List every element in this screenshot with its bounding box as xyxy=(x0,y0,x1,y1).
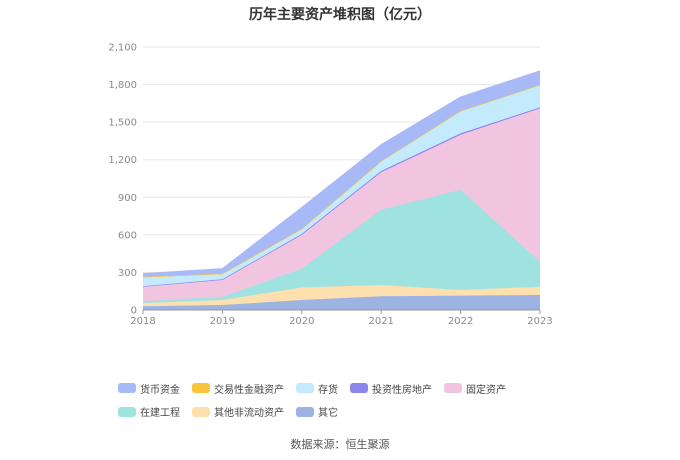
area-series-7 xyxy=(143,71,540,277)
x-tick-label: 2020 xyxy=(289,316,314,327)
legend-swatch xyxy=(192,383,210,393)
legend-label: 其它 xyxy=(318,408,338,419)
legend-swatch xyxy=(444,383,462,393)
chart-title: 历年主要资产堆积图（亿元） xyxy=(249,7,431,23)
y-tick-label: 1,800 xyxy=(108,80,137,91)
legend-item[interactable]: 其它 xyxy=(296,404,338,419)
chart-plot: 0 300 600 900 1,200 1,500 1,800 2,100 2018 2019 20… xyxy=(108,43,552,328)
legend-item[interactable]: 存货 xyxy=(296,381,338,396)
x-tick-label: 2023 xyxy=(527,316,552,327)
legend-item[interactable]: 固定资产 xyxy=(444,381,506,396)
legend-item[interactable]: 交易性金融资产 xyxy=(192,381,284,396)
legend-label: 交易性金融资产 xyxy=(214,384,284,396)
legend-swatch xyxy=(350,383,368,393)
area-series-1 xyxy=(143,285,540,307)
source-note: 数据来源：恒生聚源 xyxy=(290,438,390,451)
legend-swatch xyxy=(296,406,314,417)
legend-label: 货币资金 xyxy=(140,384,180,396)
x-tick-label: 2019 xyxy=(210,316,235,327)
x-tick-label: 2021 xyxy=(368,316,393,327)
legend-item[interactable]: 其他非流动资产 xyxy=(192,404,284,419)
y-tick-label: 2,100 xyxy=(108,43,137,54)
legend-item[interactable]: 货币资金 xyxy=(118,381,180,396)
legend-swatch xyxy=(192,406,210,417)
legend-swatch xyxy=(296,383,314,393)
chart-legend: 货币资金 交易性金融资产 存货 投资性房地产 固定资产在建工程 其他非流动资产 其它 xyxy=(118,378,588,425)
x-tick-label: 2018 xyxy=(130,316,155,327)
area-series-5 xyxy=(143,84,540,287)
y-tick-label: 1,200 xyxy=(108,155,137,166)
y-tick-label: 300 xyxy=(118,268,137,279)
legend-label: 在建工程 xyxy=(140,408,180,419)
area-series-2 xyxy=(143,189,540,304)
area-series-3 xyxy=(143,108,540,302)
legend-item[interactable]: 在建工程 xyxy=(118,404,180,419)
legend-label: 其他非流动资产 xyxy=(214,408,284,419)
legend-swatch xyxy=(118,383,136,393)
legend-label: 投资性房地产 xyxy=(372,384,432,396)
y-tick-label: 900 xyxy=(118,193,137,204)
y-tick-label: 0 xyxy=(131,306,137,317)
y-tick-label: 600 xyxy=(118,230,137,241)
legend-label: 固定资产 xyxy=(466,384,506,396)
series-top-line-7 xyxy=(142,70,541,275)
legend-label: 存货 xyxy=(318,384,338,396)
x-tick-label: 2022 xyxy=(448,316,473,327)
legend-swatch xyxy=(118,406,136,417)
legend-item[interactable]: 投资性房地产 xyxy=(350,381,432,396)
y-tick-label: 1,500 xyxy=(108,118,137,129)
area-series-0 xyxy=(143,295,540,310)
